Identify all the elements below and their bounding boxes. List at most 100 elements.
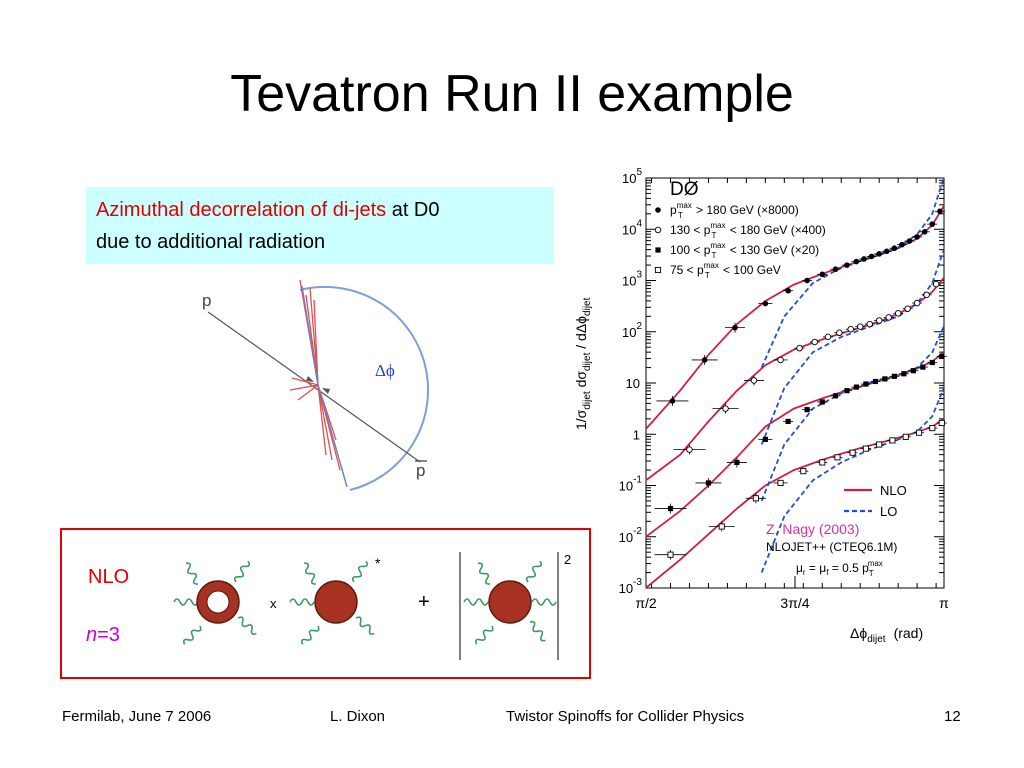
data-point <box>811 338 818 346</box>
x-tick-label: π/2 <box>635 595 657 611</box>
data-point <box>914 234 920 240</box>
tree-blob <box>314 580 358 624</box>
data-point <box>889 437 896 444</box>
data-point <box>901 371 907 377</box>
data-point <box>891 245 898 252</box>
data-point <box>899 241 905 248</box>
n-equals-label: n=3 <box>86 624 120 647</box>
legend-entry: 130 < pmax T < 180 GeV (×400) <box>670 221 826 240</box>
data-point <box>777 479 784 486</box>
data-point <box>785 418 791 425</box>
antiproton-label: p <box>416 461 425 480</box>
lo-curve <box>760 249 945 445</box>
data-point <box>853 384 860 390</box>
slide-title: Tevatron Run II example <box>230 65 794 123</box>
data-point <box>732 324 738 331</box>
tree-conjugate-diagram <box>289 558 378 648</box>
n-variable: n <box>86 624 98 646</box>
data-point <box>868 253 875 260</box>
data-point <box>655 207 661 213</box>
data-point <box>819 459 826 466</box>
data-point <box>836 329 843 337</box>
proton-label: p <box>202 291 211 310</box>
data-point <box>937 208 943 215</box>
footer-author: L. Dixon <box>330 708 386 725</box>
dijet-decorrelation-chart: 1/σdijet dσdijet / dΔϕdijet Δϕdijet (rad)… <box>573 167 949 645</box>
beam-line <box>207 311 421 463</box>
legend-entry: 75 < pmax T < 100 GeV <box>670 261 781 280</box>
data-point <box>876 251 882 257</box>
data-point <box>718 523 725 530</box>
y-tick-label: 10-2 <box>619 526 643 545</box>
data-point <box>752 495 759 502</box>
jet-axis-down <box>317 384 348 488</box>
data-point <box>655 247 661 253</box>
data-point <box>686 446 693 453</box>
data-point <box>834 454 841 461</box>
y-tick-label: 105 <box>622 167 642 186</box>
feynman-diagrams: x * + 2 <box>173 552 571 660</box>
data-point <box>705 480 712 486</box>
data-point <box>862 445 869 452</box>
squared-exponent: 2 <box>564 552 571 567</box>
data-point <box>894 310 902 317</box>
data-point <box>762 436 768 442</box>
data-point <box>832 393 839 399</box>
data-point <box>654 226 662 234</box>
data-point <box>872 378 879 385</box>
nlo-box: NLO n=3 <box>60 528 591 679</box>
one-loop-diagram <box>173 558 260 648</box>
legend-entry: 100 < pmax T < 130 GeV (×20) <box>670 241 819 260</box>
data-point <box>939 353 945 359</box>
data-point <box>762 300 769 307</box>
data-point <box>844 262 850 268</box>
data-point <box>929 425 936 432</box>
legend-entry: pmax T > 180 GeV (×8000) <box>670 201 799 220</box>
data-point <box>856 323 864 330</box>
x-tick-label: π <box>939 595 949 611</box>
data-point <box>932 280 940 288</box>
data-point <box>849 449 856 456</box>
data-point <box>777 356 784 364</box>
beam-arrow-1 <box>306 376 314 382</box>
data-point <box>906 238 913 244</box>
data-point <box>913 299 921 307</box>
nlo-curve <box>645 351 945 538</box>
data-point <box>866 320 873 328</box>
data-point <box>800 468 807 475</box>
data-point <box>891 373 897 379</box>
conjugate-star: * <box>375 555 381 571</box>
data-point <box>929 359 935 366</box>
nlo-label: NLO <box>88 566 130 588</box>
author-annotation: Z. Nagy (2003) <box>766 521 859 537</box>
data-point <box>921 229 928 235</box>
data-point <box>654 266 662 274</box>
data-point <box>669 398 676 404</box>
data-point <box>804 407 810 413</box>
y-tick-label: 103 <box>622 270 642 289</box>
y-tick-label: 10 <box>626 376 640 391</box>
data-point <box>844 388 850 394</box>
data-point <box>847 325 854 333</box>
times-sign: x <box>270 596 277 611</box>
data-point <box>667 551 674 558</box>
data-point <box>882 376 888 382</box>
nlo-legend-label: NLO <box>880 483 907 498</box>
lo-curve <box>760 387 945 573</box>
real-blob <box>488 580 532 624</box>
data-point <box>861 256 867 262</box>
data-point <box>667 505 674 512</box>
data-point <box>734 459 740 466</box>
data-point <box>920 364 926 370</box>
callout-box: Azimuthal decorrelation of di-jets at D0… <box>86 187 554 264</box>
dijet-diagram: p p Δϕ <box>202 280 430 491</box>
y-axis-label: 1/σdijet dσdijet / dΔϕdijet <box>573 297 593 430</box>
y-tick-label: 10-3 <box>619 577 643 596</box>
data-point <box>853 258 860 265</box>
n-value: =3 <box>97 624 120 646</box>
data-point <box>929 221 936 227</box>
data-point <box>904 305 911 312</box>
data-point <box>750 377 758 384</box>
footer-page-number: 12 <box>944 708 961 725</box>
y-tick-label: 1 <box>633 427 640 442</box>
